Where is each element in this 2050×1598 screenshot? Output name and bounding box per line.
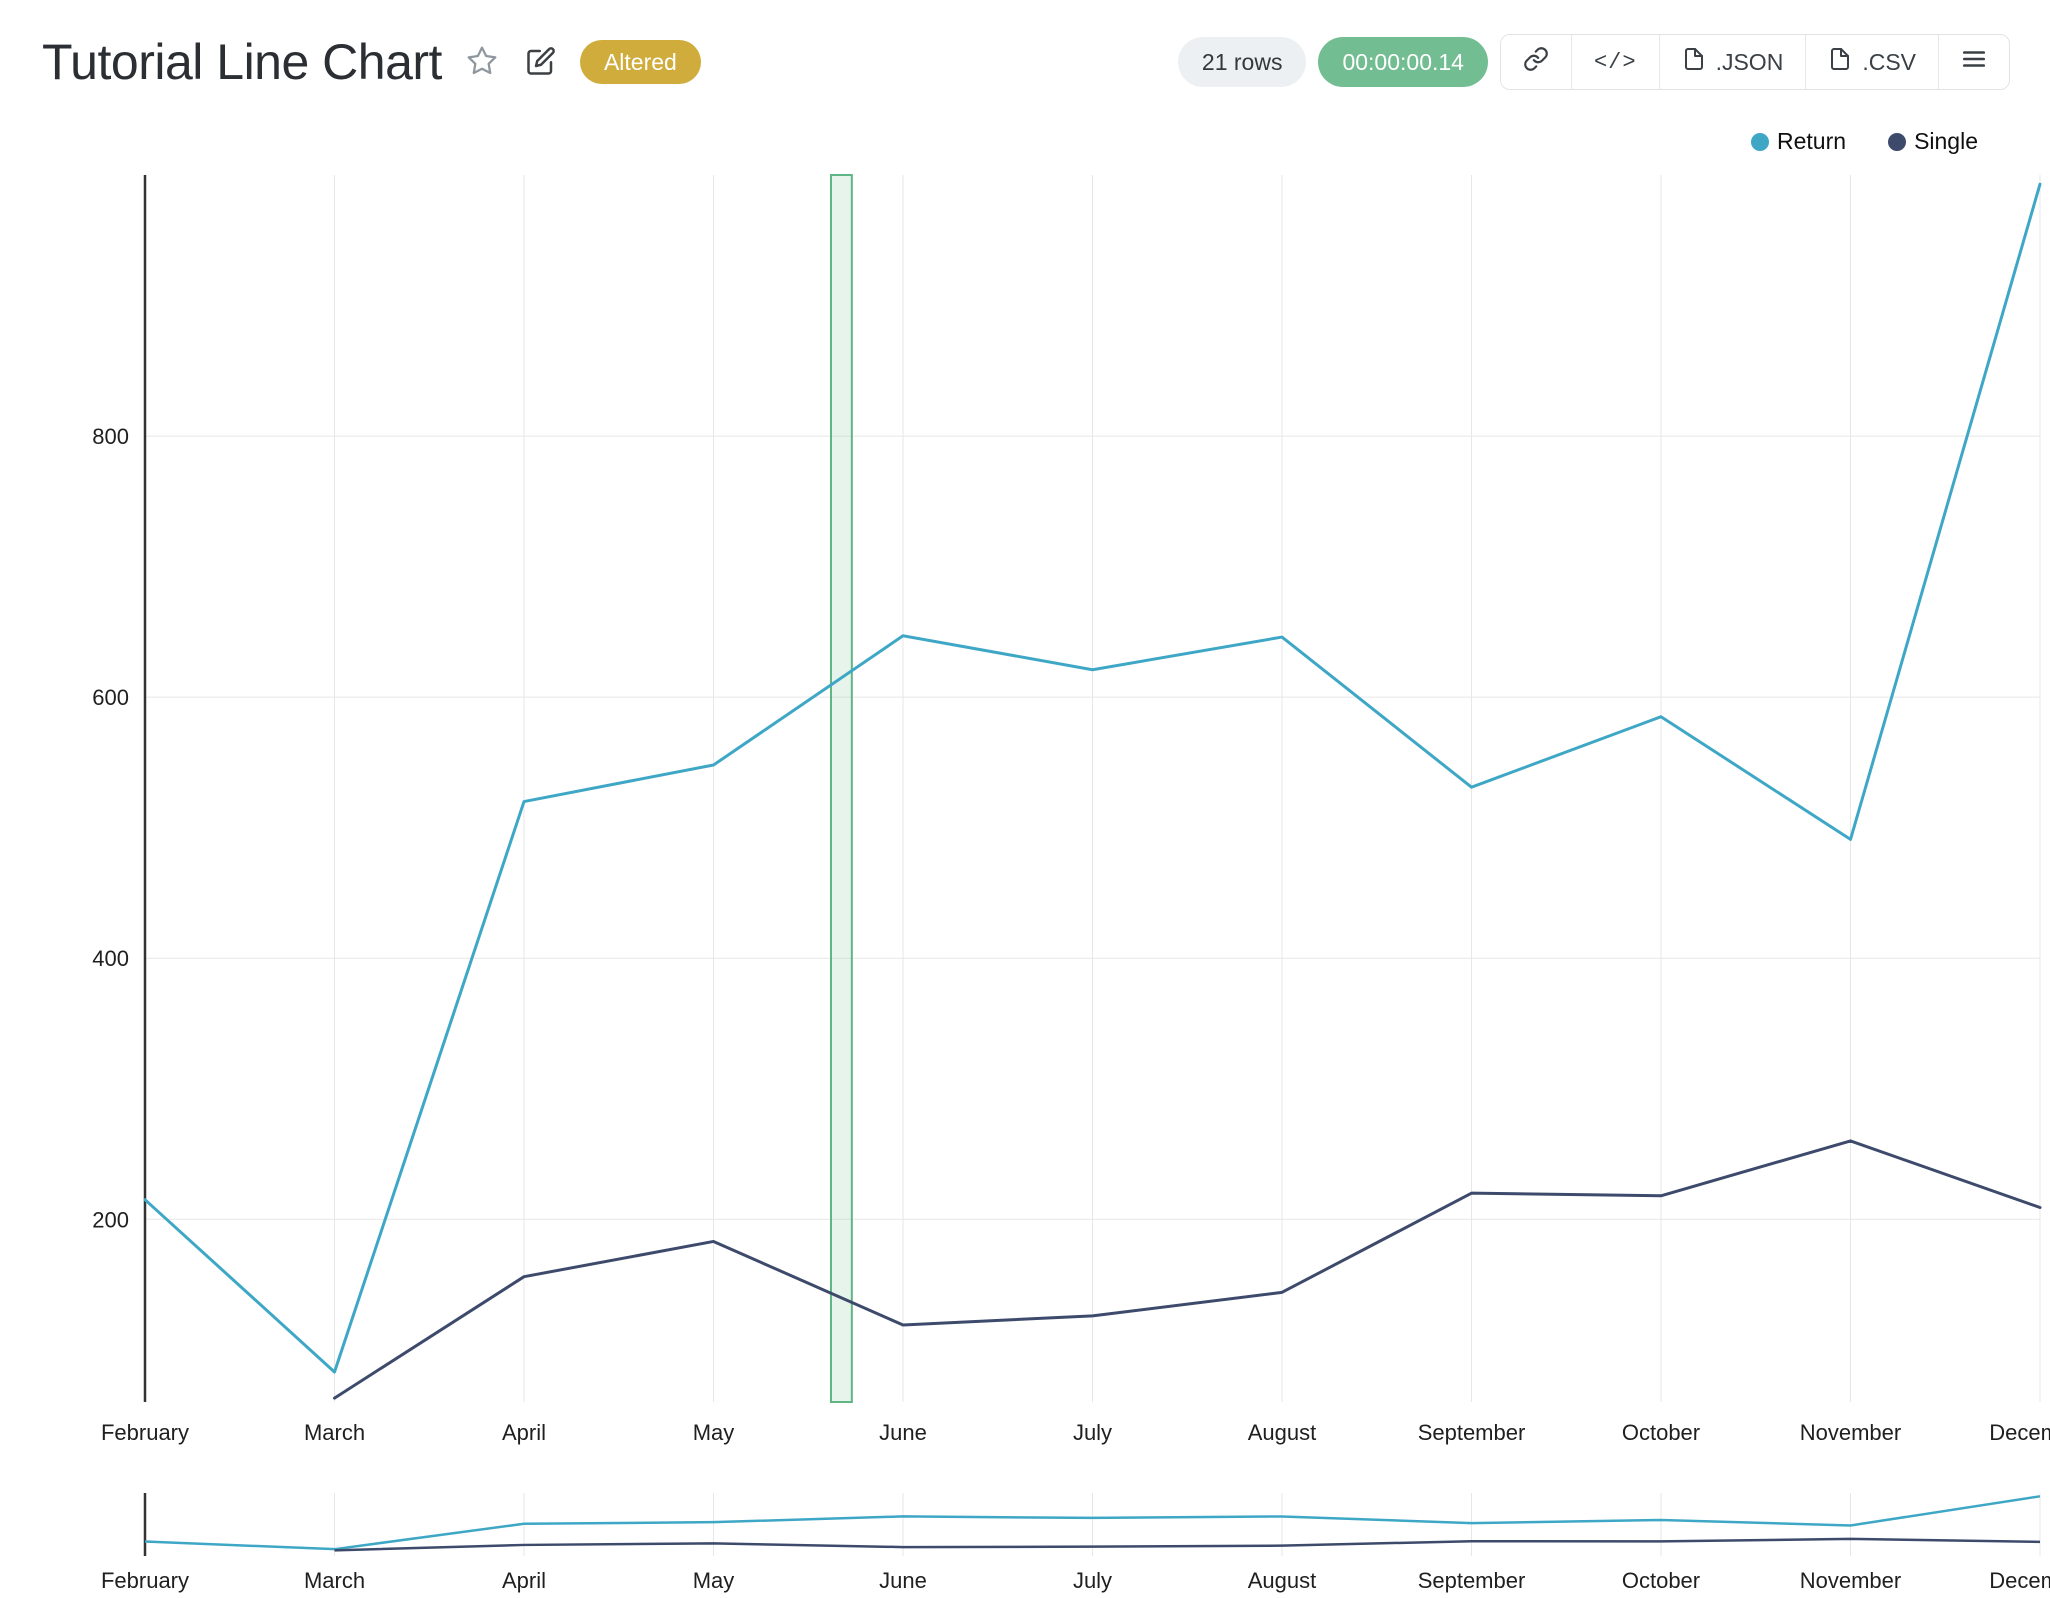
- mini-x-tick-label: December: [1989, 1568, 2050, 1593]
- mini-x-tick-label: May: [693, 1568, 735, 1593]
- edit-button[interactable]: [522, 42, 560, 83]
- row-count-badge: 21 rows: [1177, 37, 1307, 87]
- mini-x-tick-label: April: [502, 1568, 546, 1593]
- x-tick-label: October: [1622, 1420, 1700, 1445]
- x-tick-label: March: [304, 1420, 365, 1445]
- json-file-icon: [1682, 47, 1706, 77]
- mini-x-tick-label: November: [1800, 1568, 1901, 1593]
- x-tick-label: August: [1248, 1420, 1317, 1445]
- legend-item-single[interactable]: Single: [1888, 128, 1978, 155]
- mini-x-tick-label: March: [304, 1568, 365, 1593]
- legend-item-return[interactable]: Return: [1751, 128, 1846, 155]
- x-tick-label: April: [502, 1420, 546, 1445]
- highlight-band[interactable]: [829, 174, 853, 1403]
- x-tick-label: November: [1800, 1420, 1901, 1445]
- y-tick-label: 400: [92, 946, 129, 971]
- mini-single-series-line[interactable]: [334, 1537, 2041, 1552]
- legend-swatch-return: [1751, 132, 1770, 151]
- menu-button[interactable]: [1938, 35, 2009, 89]
- x-tick-label: December: [1989, 1420, 2050, 1445]
- mini-x-tick-label: July: [1073, 1568, 1112, 1593]
- altered-badge: Altered: [579, 40, 701, 84]
- export-json-label: .JSON: [1715, 48, 1784, 75]
- link-icon: [1523, 46, 1549, 78]
- x-tick-label: May: [693, 1420, 735, 1445]
- mini-x-tick-label: September: [1418, 1568, 1526, 1593]
- chart-legend: Return Single: [1751, 128, 1978, 155]
- code-icon: </>: [1593, 49, 1637, 75]
- legend-label-single: Single: [1914, 128, 1978, 154]
- export-button-group: </> .JSON .CSV: [1499, 34, 2010, 90]
- x-tick-label: September: [1418, 1420, 1526, 1445]
- mini-x-tick-label: October: [1622, 1568, 1700, 1593]
- x-tick-label: July: [1073, 1420, 1112, 1445]
- export-csv-button[interactable]: .CSV: [1805, 35, 1938, 89]
- export-json-button[interactable]: .JSON: [1658, 35, 1806, 89]
- y-tick-label: 600: [92, 685, 129, 710]
- header: Tutorial Line Chart Altered 21 rows 00:0…: [0, 0, 2050, 100]
- return-series-line[interactable]: [143, 182, 2042, 1374]
- mini-x-tick-label: February: [101, 1568, 189, 1593]
- y-tick-label: 200: [92, 1207, 129, 1232]
- mini-return-series-line[interactable]: [144, 1495, 2041, 1551]
- mini-x-tick-label: June: [879, 1568, 927, 1593]
- x-tick-label: June: [879, 1420, 927, 1445]
- export-csv-label: .CSV: [1862, 48, 1916, 75]
- share-link-button[interactable]: [1500, 35, 1571, 89]
- single-series-line[interactable]: [333, 1139, 2042, 1400]
- star-icon: [466, 45, 498, 80]
- y-tick-label: 800: [92, 424, 129, 449]
- execution-time-badge: 00:00:00.14: [1318, 37, 1488, 87]
- hamburger-menu-icon: [1961, 46, 1987, 78]
- embed-code-button[interactable]: </>: [1570, 35, 1659, 89]
- page-title: Tutorial Line Chart: [42, 34, 442, 90]
- edit-pencil-icon: [526, 46, 556, 79]
- favorite-star-button[interactable]: [462, 41, 502, 84]
- legend-swatch-single: [1888, 132, 1907, 151]
- mini-x-tick-label: August: [1248, 1568, 1317, 1593]
- x-tick-label: February: [101, 1420, 189, 1445]
- csv-file-icon: [1828, 47, 1852, 77]
- header-toolbar: 21 rows 00:00:00.14 </>: [1177, 34, 2010, 90]
- legend-label-return: Return: [1777, 128, 1847, 154]
